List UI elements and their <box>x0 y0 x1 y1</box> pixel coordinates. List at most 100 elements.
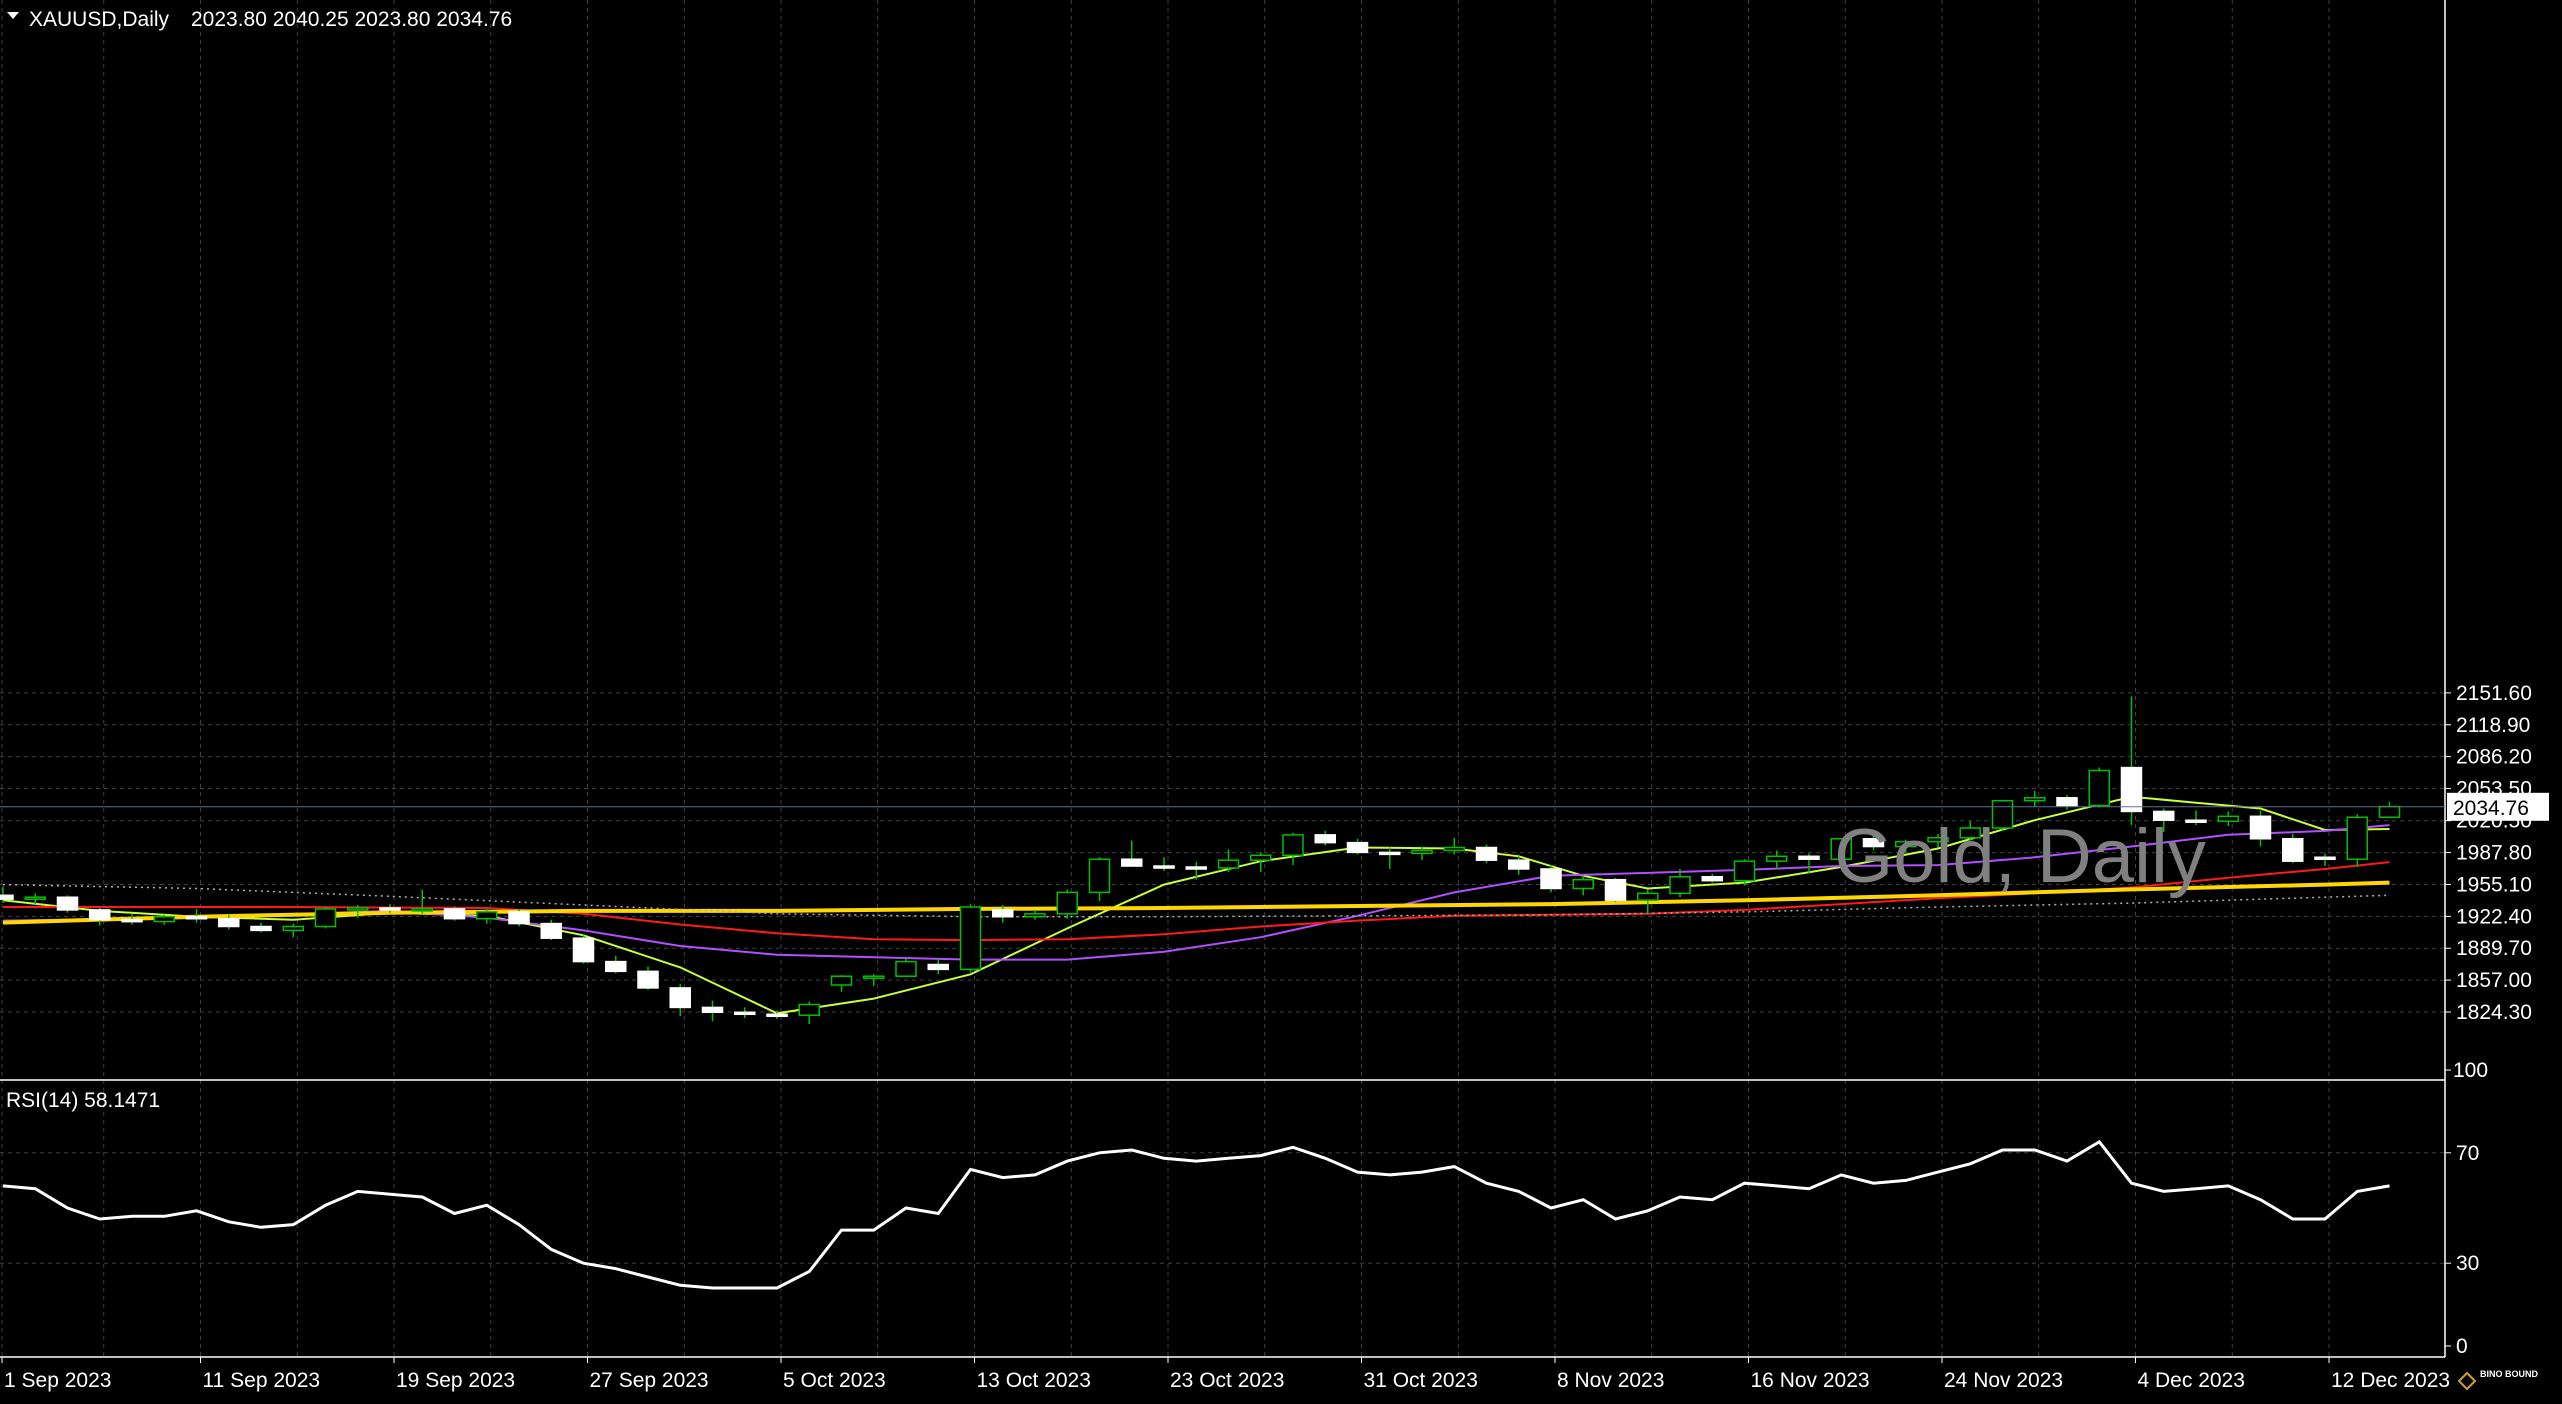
time-tick-label: 24 Nov 2023 <box>1944 1369 2063 1392</box>
time-tick-label: 12 Dec 2023 <box>2331 1369 2450 1392</box>
rsi-tick-label: 0 <box>2456 1335 2468 1358</box>
price-tick-label: 1955.10 <box>2456 873 2532 896</box>
candle-body <box>2088 769 2110 807</box>
candle-body <box>1798 855 1820 860</box>
candle-body <box>508 911 530 925</box>
price-tick-label: 1889.70 <box>2456 937 2532 960</box>
candle-body <box>24 896 46 900</box>
candle-body <box>185 915 208 920</box>
candle-body <box>347 907 369 911</box>
candle-body <box>2056 797 2078 807</box>
time-tick-label: 27 Sep 2023 <box>590 1369 709 1392</box>
candle-body <box>637 970 659 989</box>
time-tick-label: 23 Oct 2023 <box>1170 1369 1284 1392</box>
candle-body <box>0 894 14 900</box>
time-tick-label: 19 Sep 2023 <box>396 1369 515 1392</box>
price-tick-label: 2151.60 <box>2456 682 2532 705</box>
candle-body <box>2378 805 2401 819</box>
candle-body <box>2120 766 2143 813</box>
candle-body <box>379 907 401 911</box>
header: XAUUSD,Daily 2023.80 2040.25 2023.80 203… <box>7 8 512 31</box>
candle-body <box>1701 876 1723 882</box>
candle-body <box>1766 855 1788 862</box>
candle-body <box>443 908 466 920</box>
candle-body <box>153 915 175 923</box>
candle-body <box>2249 815 2272 840</box>
candle-body <box>2314 856 2336 861</box>
candle-body <box>605 960 627 973</box>
candle-body <box>1540 868 1562 890</box>
candle-body <box>1895 840 1917 848</box>
candle-body <box>1927 837 1949 843</box>
chevron-down-icon[interactable] <box>7 12 19 19</box>
candle-body <box>1056 891 1078 915</box>
candle-body <box>572 937 595 963</box>
time-tick-label: 1 Sep 2023 <box>4 1369 111 1392</box>
price-tick-label: 1987.80 <box>2456 842 2532 865</box>
candle-body <box>1443 846 1465 852</box>
time-tick-label: 11 Sep 2023 <box>203 1369 321 1392</box>
candle-body <box>1959 827 1981 839</box>
candle-body <box>1217 859 1240 869</box>
time-tick-label: 13 Oct 2023 <box>977 1369 1091 1392</box>
rsi-title: RSI(14) 58.1471 <box>6 1089 160 1112</box>
symbol-label: XAUUSD,Daily <box>29 8 170 31</box>
price-tick-label: 1824.30 <box>2456 1001 2532 1024</box>
candle-body <box>218 917 240 928</box>
candle-body <box>1088 858 1111 894</box>
time-tick-label: 31 Oct 2023 <box>1364 1369 1478 1392</box>
rsi-tick-label: 70 <box>2456 1142 2479 1165</box>
candle-body <box>2185 819 2207 823</box>
candle-body <box>1604 878 1627 901</box>
candle-body <box>1153 865 1175 869</box>
candle-body <box>89 909 111 921</box>
candle-body <box>1411 849 1433 855</box>
candle-body <box>798 1003 820 1016</box>
candle-body <box>701 1006 724 1014</box>
candle-body <box>1024 913 1046 918</box>
time-tick-label: 16 Nov 2023 <box>1751 1369 1870 1392</box>
candle-body <box>1830 837 1852 860</box>
candle-body <box>476 911 498 920</box>
price-tick-label: 2086.20 <box>2456 746 2532 769</box>
candle-body <box>1669 876 1691 895</box>
candle-body <box>1637 892 1659 901</box>
candle-body <box>1346 841 1369 854</box>
time-tick-label: 8 Nov 2023 <box>1557 1369 1664 1392</box>
candle-body <box>1991 799 2014 829</box>
candle-body <box>1250 854 1272 861</box>
candle-body <box>927 963 949 971</box>
price-tick-label: 2118.90 <box>2456 714 2530 737</box>
rsi-tick-label: 100 <box>2453 1059 2488 1082</box>
candle-body <box>250 925 272 932</box>
candle-body <box>669 987 691 1009</box>
candle-body <box>314 908 337 928</box>
candle-body <box>540 922 562 939</box>
candle-body <box>1508 859 1530 870</box>
price-tick-label: 1857.00 <box>2456 969 2532 992</box>
ohlc-label: 2023.80 2040.25 2023.80 2034.76 <box>191 8 512 31</box>
current-price-label: 2034.76 <box>2453 797 2529 820</box>
price-tick-label: 1922.40 <box>2456 905 2532 928</box>
candle-body <box>2282 837 2304 862</box>
candle-body <box>2346 816 2368 860</box>
candle-body <box>959 906 982 971</box>
candle-body <box>1572 878 1594 890</box>
candle-body <box>411 908 433 912</box>
time-tick-label: 5 Oct 2023 <box>783 1369 886 1392</box>
candle-body <box>1862 837 1885 848</box>
candle-body <box>863 975 885 979</box>
rsi-line <box>2 1139 2390 1290</box>
brand-logo: BINO BOUND <box>2457 1369 2538 1391</box>
rsi-tick-label: 30 <box>2456 1252 2479 1275</box>
chart-watermark: Gold, Daily <box>1834 814 2206 899</box>
candle-body <box>1121 858 1143 867</box>
candle-body <box>992 909 1014 918</box>
candle-body <box>1282 834 1304 857</box>
candle-body <box>830 975 853 986</box>
candle-body <box>1733 860 1756 882</box>
candle-body <box>1314 834 1336 844</box>
candle-body <box>1185 866 1207 870</box>
